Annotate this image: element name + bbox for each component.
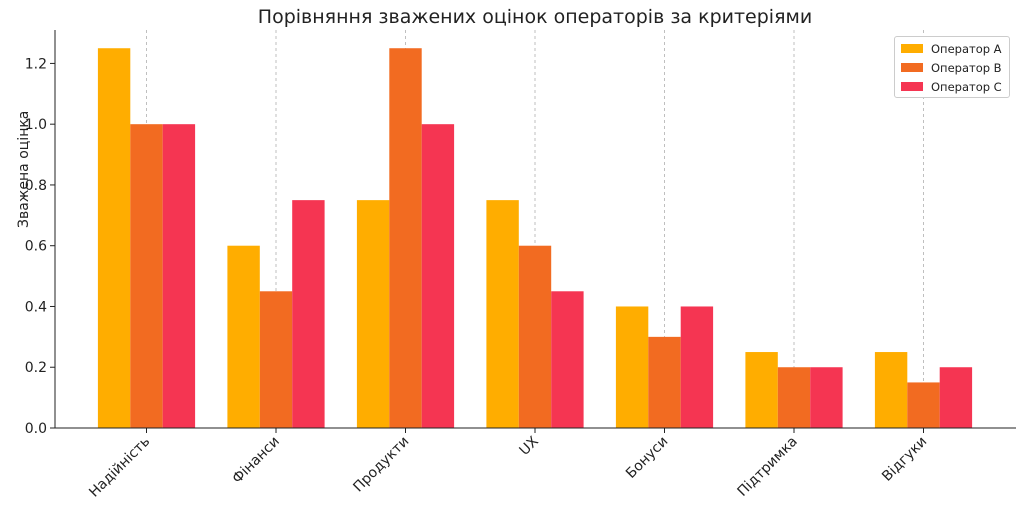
- y-tick-label: 0.4: [25, 299, 47, 315]
- bar-operator-a: [615, 306, 649, 428]
- x-tick-label: UX: [516, 433, 542, 459]
- y-tick-label: 1.2: [25, 56, 47, 72]
- legend-item-operator-b: Оператор B: [895, 58, 1009, 77]
- y-axis-label: Зважена оцінка: [16, 110, 32, 228]
- chart-title: Порівняння зважених оцінок операторів за…: [257, 6, 813, 28]
- y-tick-label: 1.0: [25, 117, 47, 133]
- bar-operator-c: [421, 124, 455, 429]
- legend-swatch-operator-b: [901, 63, 923, 72]
- x-tick-label: Продукти: [350, 434, 412, 496]
- bar-operator-c: [810, 367, 843, 428]
- legend-label-operator-c: Оператор C: [931, 79, 1002, 94]
- x-tick-label: Відгуки: [879, 434, 930, 485]
- bar-operator-b: [907, 382, 940, 428]
- bar-operator-c: [680, 306, 714, 428]
- y-tick-label: 0.8: [25, 178, 47, 194]
- legend-item-operator-c: Оператор C: [895, 77, 1009, 96]
- legend-label-operator-a: Оператор A: [931, 41, 1002, 56]
- bar-operator-b: [130, 124, 163, 429]
- bar-operator-c: [551, 291, 584, 428]
- legend-label-operator-b: Оператор B: [931, 60, 1002, 75]
- chart-legend: Оператор A Оператор B Оператор C: [894, 36, 1010, 98]
- legend-swatch-operator-c: [901, 82, 923, 91]
- bar-operator-c: [292, 200, 325, 428]
- bar-operator-c: [939, 367, 973, 428]
- bar-operator-c: [162, 124, 196, 429]
- bar-operator-b: [777, 367, 811, 428]
- x-tick-label: Надійність: [86, 434, 153, 501]
- legend-swatch-operator-a: [901, 44, 923, 53]
- bar-operator-b: [648, 336, 681, 428]
- x-tick-label: Фінанси: [229, 434, 282, 487]
- bar-operator-a: [745, 352, 778, 428]
- bar-operator-a: [486, 200, 519, 428]
- bar-operator-a: [874, 352, 908, 428]
- bar-operator-b: [518, 245, 552, 428]
- bar-operator-a: [97, 48, 131, 429]
- x-tick-label: Бонуси: [623, 434, 671, 482]
- bar-operator-a: [356, 200, 390, 428]
- y-tick-label: 0.0: [25, 421, 47, 437]
- bar-operator-b: [389, 48, 422, 429]
- x-tick-label: Підтримка: [734, 434, 800, 500]
- bar-operator-b: [259, 291, 293, 428]
- y-tick-label: 0.2: [25, 360, 47, 376]
- legend-item-operator-a: Оператор A: [895, 39, 1009, 58]
- bar-operator-a: [227, 245, 260, 428]
- y-tick-label: 0.6: [25, 239, 47, 255]
